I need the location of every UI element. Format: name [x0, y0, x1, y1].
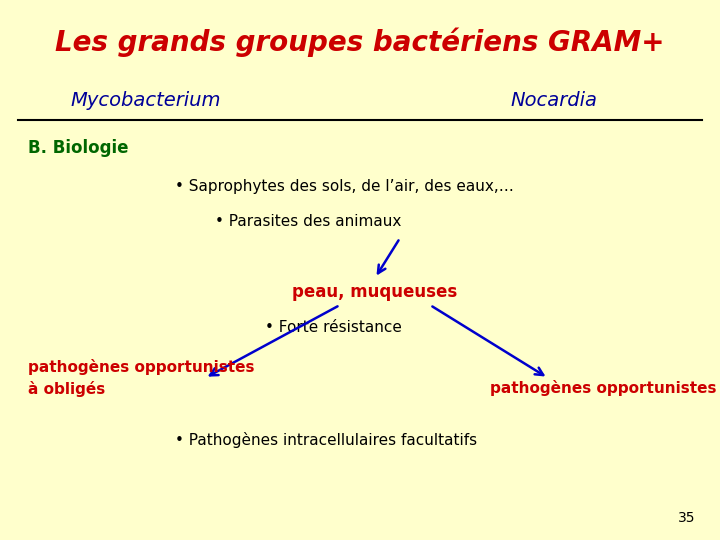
Text: • Saprophytes des sols, de l’air, des eaux,…: • Saprophytes des sols, de l’air, des ea… [175, 179, 514, 193]
Text: pathogènes opportunistes: pathogènes opportunistes [490, 380, 716, 396]
Text: 35: 35 [678, 511, 695, 525]
Text: peau, muqueuses: peau, muqueuses [292, 283, 458, 301]
Text: • Pathogènes intracellulaires facultatifs: • Pathogènes intracellulaires facultatif… [175, 432, 477, 448]
Text: • Parasites des animaux: • Parasites des animaux [215, 214, 401, 230]
Text: Mycobacterium: Mycobacterium [70, 91, 220, 110]
Text: Nocardia: Nocardia [510, 91, 597, 110]
Text: • Forte résistance: • Forte résistance [265, 321, 402, 335]
Text: Les grands groupes bactériens GRAM+: Les grands groupes bactériens GRAM+ [55, 27, 665, 57]
Text: pathogènes opportunistes
à obligés: pathogènes opportunistes à obligés [28, 360, 254, 396]
Text: B. Biologie: B. Biologie [28, 139, 128, 157]
